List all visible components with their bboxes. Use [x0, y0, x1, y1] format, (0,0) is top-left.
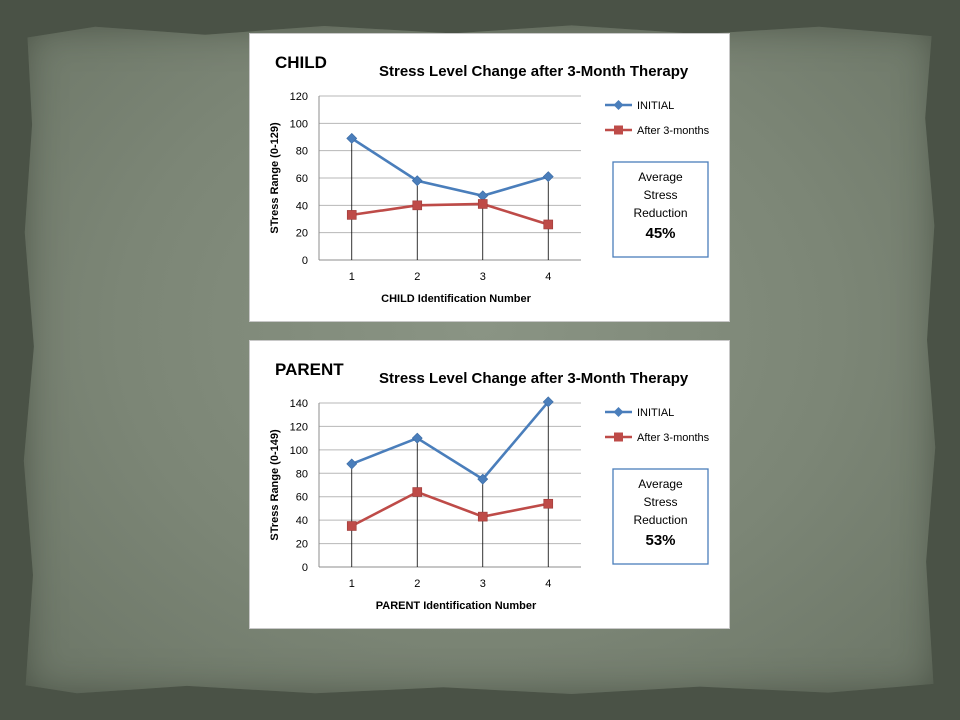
y-tick-label: 100	[290, 118, 308, 130]
y-tick-label: 80	[296, 468, 308, 480]
panel-label: PARENT	[275, 360, 344, 379]
annotation-text: Reduction	[633, 206, 687, 220]
y-tick-label: 140	[290, 398, 308, 410]
x-axis-label: CHILD Identification Number	[381, 293, 531, 305]
y-tick-label: 60	[296, 173, 308, 185]
panel-label: CHILD	[275, 53, 327, 72]
series-line-initial	[351, 137, 549, 198]
parent-chart-panel: PARENT Stress Level Change after 3-Month …	[249, 340, 730, 629]
data-point-after	[412, 200, 423, 211]
chart-title: Stress Level Change after 3-Month Therap…	[379, 370, 689, 387]
y-axis-label: STress Range (0-149)	[269, 429, 281, 541]
legend-marker-initial	[613, 100, 624, 110]
y-tick-label: 60	[296, 492, 308, 504]
data-point-initial	[542, 171, 554, 183]
series-line-after	[351, 490, 549, 528]
data-point-initial	[346, 132, 358, 144]
y-tick-label: 20	[296, 228, 308, 240]
annotation-box	[612, 468, 709, 565]
x-tick-label: 1	[349, 578, 355, 590]
y-tick-label: 80	[296, 146, 308, 158]
data-point-after	[346, 210, 357, 220]
y-tick-label: 40	[296, 200, 308, 212]
legend-marker-after	[614, 125, 623, 135]
series-line-initial	[351, 400, 550, 481]
y-tick-label: 20	[296, 539, 308, 551]
child-chart-panel: CHILD Stress Level Change after 3-Month T…	[249, 33, 730, 322]
data-point-after	[346, 521, 357, 531]
legend-entry: After 3-months	[637, 432, 710, 444]
data-point-after	[412, 487, 423, 497]
x-tick-label: 2	[414, 271, 420, 283]
chart-title: Stress Level Change after 3-Month Therap…	[379, 63, 689, 80]
annotation-text: Reduction	[633, 513, 687, 527]
data-point-initial	[411, 432, 423, 444]
series-line-after	[351, 202, 549, 226]
annotation-text: Stress	[643, 188, 677, 202]
y-tick-label: 0	[302, 255, 308, 267]
data-point-initial	[477, 473, 489, 485]
annotation-text: Average	[638, 170, 683, 184]
data-point-after	[477, 511, 488, 522]
data-point-after	[477, 199, 488, 209]
y-tick-label: 120	[290, 421, 308, 433]
data-point-initial	[542, 396, 554, 408]
x-tick-label: 4	[545, 271, 551, 283]
annotation-value: 45%	[645, 225, 675, 242]
data-point-after	[543, 219, 554, 230]
data-point-initial	[411, 175, 423, 187]
data-point-after	[543, 498, 554, 509]
annotation-value: 53%	[645, 532, 675, 549]
y-axis-label: STress Range (0-129)	[269, 122, 281, 234]
x-tick-label: 4	[545, 578, 551, 590]
x-tick-label: 3	[480, 578, 486, 590]
legend-marker-after	[614, 432, 623, 442]
legend-entry: INITIAL	[637, 100, 674, 112]
annotation-text: Average	[638, 477, 683, 491]
legend-entry: INITIAL	[637, 407, 674, 419]
legend-marker-initial	[613, 407, 624, 417]
annotation-box	[612, 161, 709, 258]
data-point-initial	[346, 458, 358, 470]
y-tick-label: 40	[296, 515, 308, 527]
parent-chart: PARENT Stress Level Change after 3-Month …	[269, 360, 710, 612]
y-tick-label: 120	[290, 91, 308, 103]
child-chart: CHILD Stress Level Change after 3-Month T…	[269, 53, 710, 305]
annotation-text: Stress	[643, 495, 677, 509]
legend-entry: After 3-months	[637, 125, 710, 137]
y-tick-label: 100	[290, 445, 308, 457]
x-tick-label: 3	[480, 271, 486, 283]
x-axis-label: PARENT Identification Number	[376, 600, 537, 612]
x-tick-label: 2	[414, 578, 420, 590]
y-tick-label: 0	[302, 562, 308, 574]
x-tick-label: 1	[349, 271, 355, 283]
